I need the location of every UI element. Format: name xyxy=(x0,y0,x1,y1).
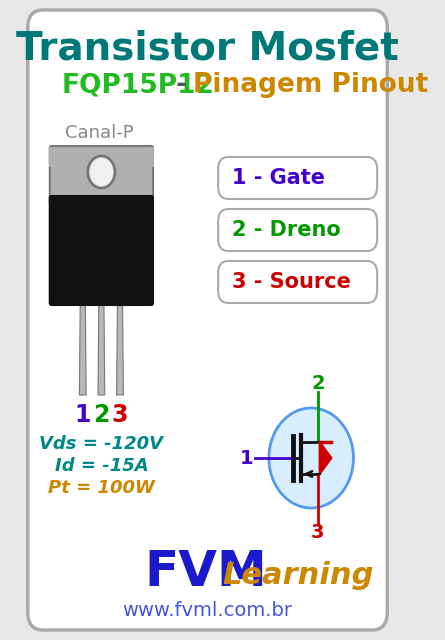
Text: Transistor Mosfet: Transistor Mosfet xyxy=(16,29,398,67)
Polygon shape xyxy=(98,300,105,395)
FancyBboxPatch shape xyxy=(218,157,377,199)
FancyBboxPatch shape xyxy=(50,196,153,305)
Text: Canal-P: Canal-P xyxy=(65,124,134,142)
Text: FQP15P12: FQP15P12 xyxy=(61,72,214,98)
Circle shape xyxy=(88,156,115,188)
Text: Learning: Learning xyxy=(222,561,374,591)
FancyBboxPatch shape xyxy=(50,146,153,205)
Text: Pt = 100W: Pt = 100W xyxy=(48,479,155,497)
Text: 3: 3 xyxy=(311,524,325,543)
Text: -: - xyxy=(167,72,197,98)
Polygon shape xyxy=(117,300,123,395)
Text: Vds = -120V: Vds = -120V xyxy=(39,435,163,453)
Text: Pinagem Pinout: Pinagem Pinout xyxy=(193,72,428,98)
Text: 2: 2 xyxy=(93,403,109,427)
Text: 2: 2 xyxy=(311,374,325,392)
Circle shape xyxy=(269,408,353,508)
Text: Id = -15A: Id = -15A xyxy=(55,457,148,475)
FancyBboxPatch shape xyxy=(49,147,57,167)
FancyBboxPatch shape xyxy=(146,147,154,167)
Text: FVM: FVM xyxy=(145,548,267,596)
FancyBboxPatch shape xyxy=(28,10,387,630)
Polygon shape xyxy=(320,442,332,474)
Text: 1: 1 xyxy=(75,403,91,427)
Text: 1: 1 xyxy=(240,449,254,467)
Text: 3: 3 xyxy=(112,403,128,427)
Text: 1 - Gate: 1 - Gate xyxy=(232,168,325,188)
Text: 2 - Dreno: 2 - Dreno xyxy=(232,220,341,240)
Text: www.fvml.com.br: www.fvml.com.br xyxy=(122,600,292,620)
FancyBboxPatch shape xyxy=(218,261,377,303)
Text: 3 - Source: 3 - Source xyxy=(232,272,352,292)
FancyBboxPatch shape xyxy=(218,209,377,251)
Polygon shape xyxy=(79,300,86,395)
